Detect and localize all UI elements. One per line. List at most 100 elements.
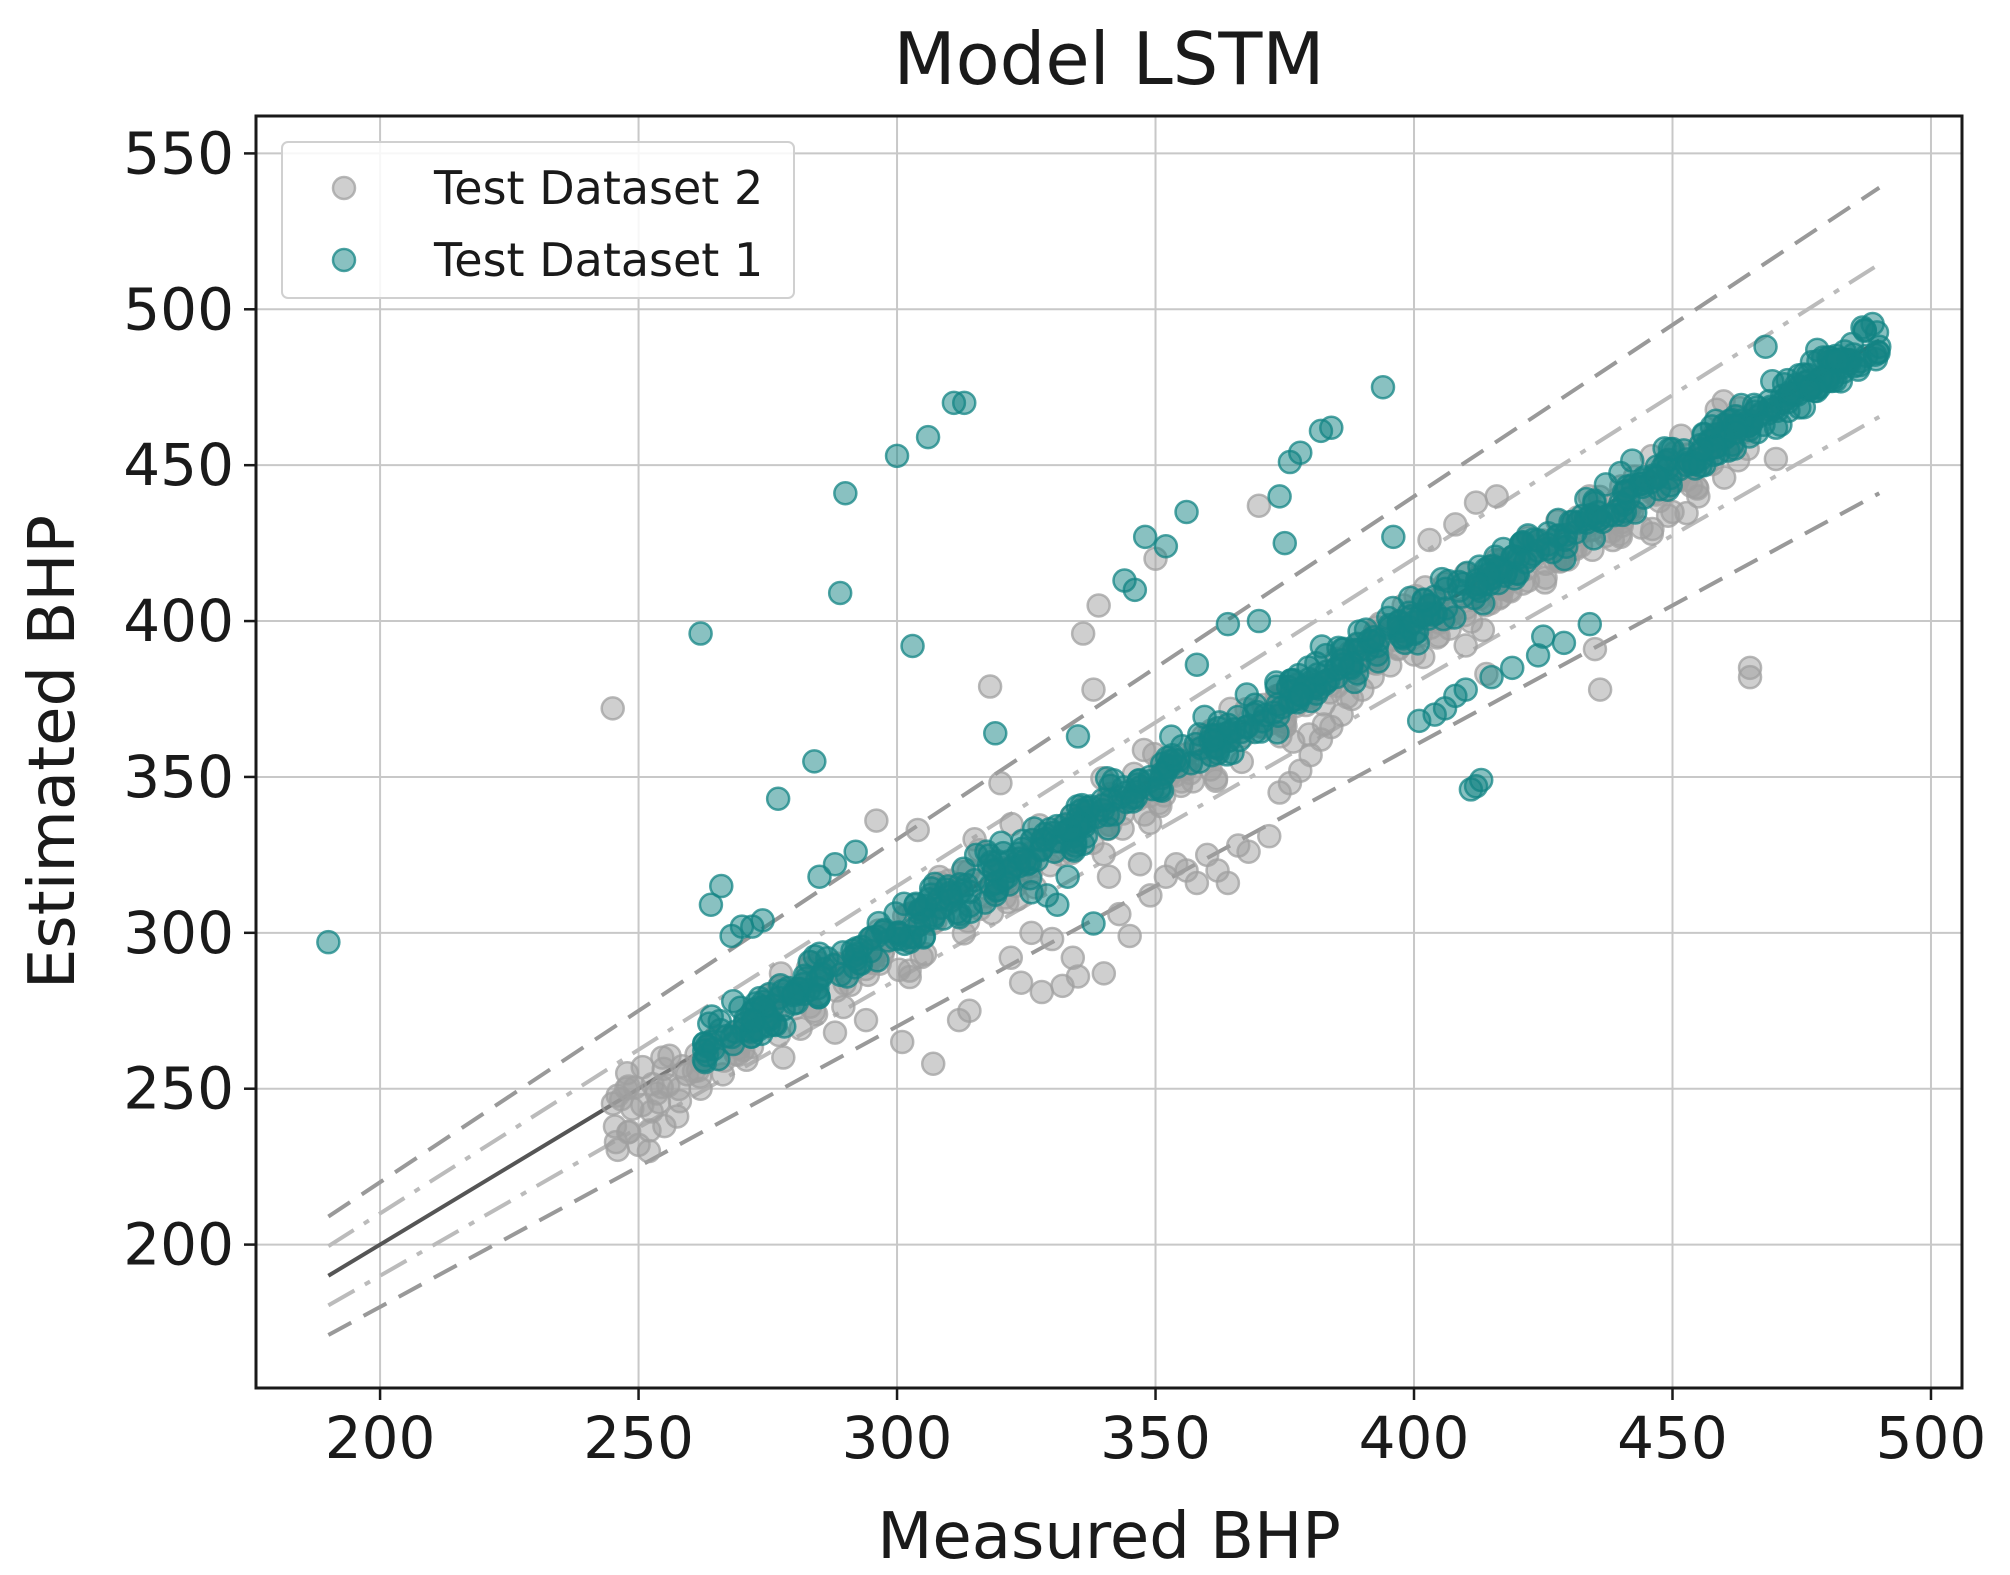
- point-test-dataset-2: [1091, 961, 1117, 986]
- point-test-dataset-1: [1643, 465, 1669, 490]
- point-test-dataset-2: [1117, 923, 1142, 949]
- point-test-dataset-1: [834, 964, 860, 989]
- point-test-dataset-1: [1246, 608, 1272, 634]
- point-test-dataset-1: [833, 480, 858, 506]
- point-test-dataset-2: [1138, 883, 1163, 908]
- point-test-dataset-2: [667, 1088, 693, 1114]
- point-test-dataset-1: [1381, 524, 1406, 550]
- point-test-dataset-1: [1319, 415, 1344, 441]
- point-test-dataset-1: [1153, 533, 1179, 559]
- point-test-dataset-1: [1411, 587, 1436, 612]
- point-test-dataset-2: [649, 1074, 674, 1100]
- point-test-dataset-1: [740, 1008, 766, 1034]
- point-test-dataset-1: [1551, 630, 1577, 656]
- reference-line-dashdot: [327, 262, 1881, 1248]
- reference-line-dashed: [327, 186, 1881, 1219]
- point-test-dataset-1: [911, 924, 937, 949]
- point-test-dataset-1: [865, 948, 890, 973]
- point-test-dataset-1: [1465, 571, 1490, 597]
- point-test-dataset-1: [1479, 664, 1504, 690]
- point-test-dataset-1: [1055, 864, 1080, 889]
- point-test-dataset-1: [1825, 347, 1850, 373]
- point-test-dataset-2: [688, 1076, 713, 1101]
- point-test-dataset-1: [1699, 414, 1725, 439]
- point-test-dataset-2: [988, 770, 1013, 796]
- point-test-dataset-1: [1525, 528, 1551, 553]
- point-test-dataset-1: [1330, 652, 1356, 677]
- point-test-dataset-1: [709, 873, 734, 899]
- legend: Test Dataset 2 Test Dataset 1: [281, 141, 795, 299]
- point-test-dataset-1: [1094, 766, 1120, 791]
- data-points: [316, 311, 1892, 1164]
- point-test-dataset-2: [1070, 621, 1096, 646]
- point-test-dataset-2: [1029, 979, 1055, 1005]
- point-test-dataset-2: [1091, 841, 1116, 867]
- point-test-dataset-2: [1065, 964, 1091, 989]
- point-test-dataset-1: [1090, 787, 1115, 813]
- point-test-dataset-2: [1215, 870, 1241, 896]
- point-test-dataset-1: [805, 983, 831, 1008]
- point-test-dataset-2: [1137, 810, 1163, 836]
- point-test-dataset-1: [1577, 611, 1603, 637]
- y-tick-label: 400: [123, 587, 234, 655]
- x-tick-label: 200: [325, 1404, 436, 1472]
- point-test-dataset-1: [1660, 436, 1685, 462]
- point-test-dataset-1: [1147, 777, 1172, 803]
- x-tick-label: 250: [583, 1404, 694, 1472]
- point-test-dataset-2: [657, 1043, 682, 1069]
- point-test-dataset-2: [1639, 521, 1665, 547]
- point-test-dataset-1: [765, 786, 791, 812]
- point-test-dataset-2: [1453, 633, 1478, 658]
- point-test-dataset-1: [1804, 337, 1830, 363]
- point-test-dataset-1: [1065, 724, 1091, 749]
- point-test-dataset-2: [771, 1045, 796, 1070]
- point-test-dataset-1: [871, 919, 896, 945]
- point-test-dataset-2: [920, 1051, 946, 1077]
- point-test-dataset-1: [1132, 524, 1158, 550]
- point-test-dataset-2: [1763, 446, 1789, 472]
- y-axis-ticks: 200 250 300 350 400 450 500 550: [123, 119, 256, 1279]
- x-tick-label: 400: [1359, 1404, 1470, 1472]
- point-test-dataset-2: [1203, 768, 1229, 794]
- point-test-dataset-1: [1287, 682, 1313, 707]
- point-test-dataset-1: [1013, 848, 1038, 873]
- point-test-dataset-2: [600, 696, 625, 721]
- point-test-dataset-1: [884, 443, 910, 469]
- point-test-dataset-1: [1581, 526, 1607, 551]
- point-test-dataset-1: [1453, 677, 1478, 702]
- x-tick-label: 450: [1617, 1404, 1728, 1472]
- reference-line-dashed: [327, 491, 1881, 1337]
- point-test-dataset-1: [1174, 499, 1199, 525]
- y-tick-label: 550: [123, 119, 234, 187]
- point-test-dataset-1: [1531, 624, 1556, 649]
- point-test-dataset-1: [1620, 448, 1645, 473]
- y-tick-label: 450: [123, 431, 234, 499]
- point-test-dataset-1: [1267, 484, 1292, 509]
- point-test-dataset-1: [1342, 669, 1367, 695]
- point-test-dataset-1: [1689, 437, 1715, 462]
- point-test-dataset-2: [864, 808, 889, 833]
- point-test-dataset-1: [1796, 377, 1822, 403]
- point-test-dataset-1: [688, 621, 713, 646]
- y-tick-label: 200: [123, 1211, 234, 1279]
- point-test-dataset-1: [1845, 357, 1871, 382]
- point-test-dataset-1: [316, 929, 341, 955]
- point-test-dataset-1: [1265, 720, 1290, 745]
- point-test-dataset-2: [652, 1113, 677, 1139]
- point-test-dataset-2: [616, 1074, 641, 1099]
- y-tick-label: 500: [123, 275, 234, 343]
- y-axis-title: Estimated BHP: [16, 515, 90, 989]
- point-test-dataset-2: [1660, 499, 1685, 525]
- point-test-dataset-2: [1417, 527, 1442, 553]
- point-test-dataset-1: [1468, 767, 1494, 793]
- point-test-dataset-1: [1045, 892, 1070, 918]
- point-test-dataset-1: [937, 880, 962, 906]
- point-test-dataset-1: [1753, 334, 1778, 359]
- legend-label-test-dataset-2: Test Dataset 2: [433, 161, 763, 215]
- point-test-dataset-2: [1184, 870, 1210, 896]
- point-test-dataset-2: [889, 1029, 915, 1055]
- reference-lines: [327, 186, 1881, 1337]
- point-test-dataset-1: [750, 908, 775, 933]
- point-test-dataset-2: [897, 958, 922, 983]
